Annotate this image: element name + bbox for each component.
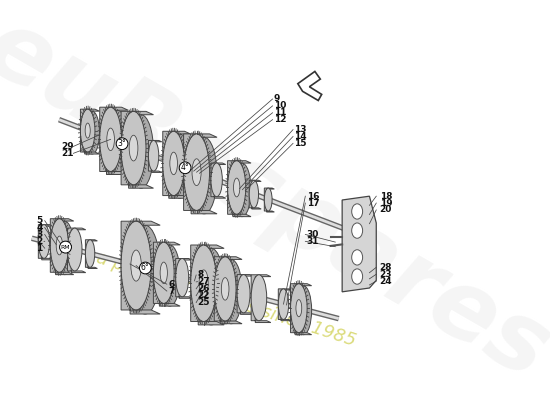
Ellipse shape (107, 110, 128, 174)
Ellipse shape (234, 178, 240, 197)
Text: 23: 23 (379, 270, 392, 279)
Polygon shape (251, 275, 271, 322)
Polygon shape (68, 228, 86, 273)
Ellipse shape (175, 258, 189, 297)
Ellipse shape (130, 225, 160, 314)
Ellipse shape (198, 248, 224, 325)
Ellipse shape (351, 250, 362, 265)
Text: 7: 7 (168, 286, 174, 296)
Ellipse shape (211, 163, 222, 197)
Text: 21: 21 (61, 149, 74, 158)
Ellipse shape (163, 131, 185, 196)
Text: 10: 10 (274, 101, 287, 110)
Polygon shape (290, 284, 312, 335)
Polygon shape (214, 257, 242, 324)
Text: 4°: 4° (181, 163, 190, 172)
Polygon shape (121, 221, 160, 314)
Polygon shape (175, 258, 192, 298)
Ellipse shape (249, 180, 258, 208)
Ellipse shape (107, 128, 114, 150)
Polygon shape (121, 111, 153, 188)
Ellipse shape (121, 111, 146, 185)
Text: 24: 24 (379, 277, 392, 286)
Ellipse shape (233, 163, 251, 217)
Polygon shape (184, 134, 217, 214)
Ellipse shape (228, 161, 246, 214)
Polygon shape (148, 140, 162, 172)
Text: 5: 5 (36, 216, 43, 225)
Text: 1: 1 (36, 244, 43, 253)
Ellipse shape (85, 111, 100, 154)
Ellipse shape (265, 188, 272, 211)
Polygon shape (153, 242, 180, 306)
Ellipse shape (351, 223, 362, 238)
Text: 15: 15 (294, 139, 307, 148)
Text: 31: 31 (307, 237, 319, 246)
Text: 4: 4 (36, 223, 43, 232)
Ellipse shape (199, 270, 208, 297)
Text: 3: 3 (36, 230, 43, 239)
Text: 17: 17 (307, 198, 320, 208)
Ellipse shape (192, 159, 201, 186)
Ellipse shape (56, 236, 63, 255)
Text: 9: 9 (274, 94, 280, 104)
Text: 29: 29 (61, 142, 74, 151)
Text: 14: 14 (294, 132, 307, 141)
Ellipse shape (50, 219, 68, 272)
Ellipse shape (296, 300, 302, 317)
Polygon shape (50, 219, 74, 275)
Text: 30: 30 (307, 230, 319, 239)
Text: 12: 12 (274, 115, 287, 124)
Polygon shape (228, 161, 251, 217)
Ellipse shape (184, 134, 210, 210)
Polygon shape (39, 225, 53, 260)
Ellipse shape (237, 274, 250, 313)
Polygon shape (163, 131, 190, 198)
Text: 19: 19 (379, 198, 392, 208)
Ellipse shape (56, 221, 74, 275)
Polygon shape (278, 289, 292, 321)
Text: 27: 27 (197, 277, 210, 286)
Ellipse shape (169, 134, 190, 198)
Ellipse shape (295, 286, 312, 335)
Text: a passion for parts since 1985: a passion for parts since 1985 (94, 249, 358, 350)
Ellipse shape (170, 152, 178, 175)
Ellipse shape (121, 221, 151, 310)
Text: 6: 6 (168, 280, 174, 289)
Ellipse shape (85, 123, 90, 138)
Ellipse shape (85, 240, 95, 267)
Text: 3°: 3° (118, 139, 127, 148)
Text: 6°: 6° (141, 264, 150, 272)
Text: 13: 13 (294, 125, 307, 134)
Ellipse shape (148, 140, 159, 171)
Ellipse shape (251, 275, 267, 321)
Text: 20: 20 (379, 206, 392, 214)
Text: 8: 8 (197, 270, 204, 280)
Ellipse shape (100, 107, 122, 172)
Text: 11: 11 (274, 108, 287, 117)
Text: RM: RM (60, 245, 70, 250)
Ellipse shape (191, 137, 217, 214)
Ellipse shape (129, 135, 138, 161)
Ellipse shape (129, 115, 153, 188)
Ellipse shape (68, 228, 82, 271)
Text: 22: 22 (197, 291, 210, 300)
Text: 26: 26 (197, 284, 210, 293)
Polygon shape (237, 274, 254, 314)
Ellipse shape (290, 284, 307, 333)
Polygon shape (80, 109, 100, 154)
Polygon shape (342, 196, 376, 292)
Polygon shape (249, 180, 261, 209)
Ellipse shape (351, 269, 362, 284)
Ellipse shape (191, 245, 217, 322)
Polygon shape (265, 188, 274, 212)
Polygon shape (191, 245, 224, 325)
Text: 25: 25 (197, 298, 210, 307)
Polygon shape (100, 107, 128, 174)
Ellipse shape (221, 278, 229, 300)
Ellipse shape (39, 225, 50, 258)
Polygon shape (85, 240, 97, 268)
Text: 16: 16 (307, 192, 319, 201)
Ellipse shape (220, 260, 242, 324)
